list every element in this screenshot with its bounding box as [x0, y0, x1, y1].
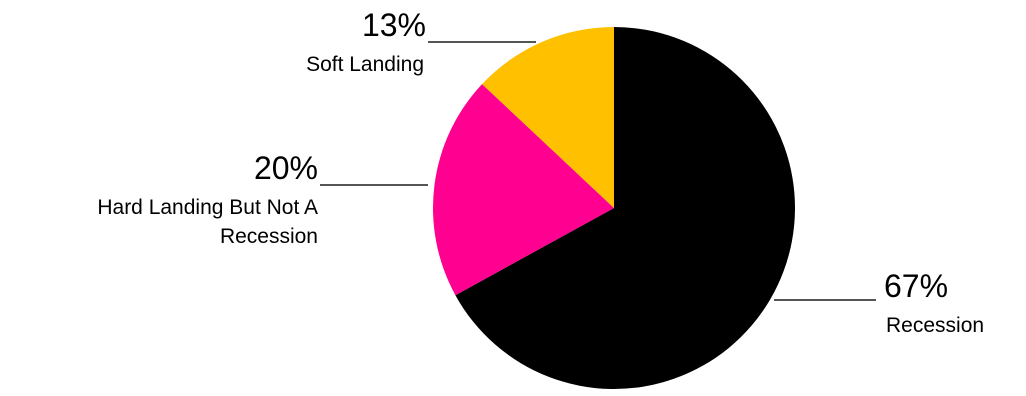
pie-slice-soft-landing — [482, 27, 614, 208]
pie-slice-recession — [455, 27, 796, 389]
category-label-recession: Recession — [886, 314, 984, 337]
pie-slice-hard-landing-but-not-a-recession — [433, 84, 614, 296]
value-label-hard-landing-but-not-a-recession: 20% — [254, 150, 318, 186]
category-label-soft-landing: Soft Landing — [306, 53, 424, 76]
category-label-hard-landing-but-not-a-recession-line-2: Recession — [220, 225, 318, 248]
category-label-hard-landing-but-not-a-recession: Hard Landing But Not A — [97, 196, 318, 219]
value-label-soft-landing: 13% — [362, 7, 426, 43]
value-label-recession: 67% — [884, 268, 948, 304]
